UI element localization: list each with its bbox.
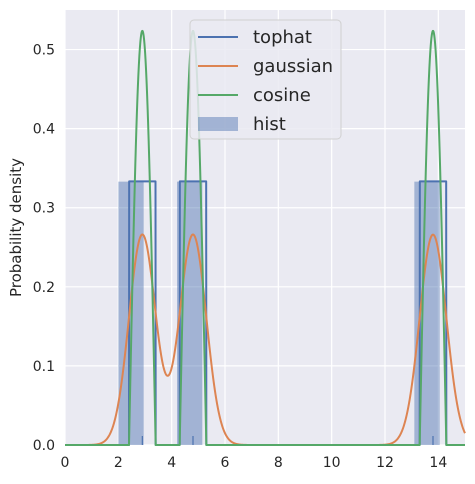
cosine-line (64, 29, 466, 446)
legend-swatch-hist (198, 117, 238, 131)
kde-lines (64, 29, 466, 446)
legend: tophat gaussian cosine hist (189, 19, 342, 140)
sample-rug (141, 436, 434, 445)
y-tick-label: 0.3 (33, 201, 55, 217)
histogram-bars (118, 181, 440, 446)
legend-label-gaussian: gaussian (253, 56, 333, 77)
x-tick-label: 2 (114, 455, 123, 471)
y-tick-label: 0.4 (33, 122, 55, 138)
x-tick-label: 8 (274, 455, 283, 471)
x-tick-label: 10 (323, 455, 341, 471)
y-tick-label: 0.5 (33, 43, 55, 59)
x-tick-label: 14 (429, 455, 447, 471)
x-tick-label: 12 (376, 455, 394, 471)
legend-label-hist: hist (253, 114, 286, 135)
x-tick-label: 0 (61, 455, 70, 471)
y-axis-label: Probability density (7, 158, 25, 297)
legend-label-cosine: cosine (253, 85, 311, 106)
x-axis-ticks: 0 2 4 6 8 10 12 14 (61, 455, 448, 471)
legend-box (189, 19, 342, 140)
hist-bar (414, 181, 440, 446)
y-tick-label: 0.0 (33, 438, 55, 454)
x-tick-label: 4 (167, 455, 176, 471)
y-tick-label: 0.1 (33, 359, 55, 375)
y-axis-ticks: 0.0 0.1 0.2 0.3 0.4 0.5 (33, 43, 55, 454)
x-tick-label: 6 (221, 455, 230, 471)
legend-label-tophat: tophat (253, 27, 312, 48)
y-tick-label: 0.2 (33, 280, 55, 296)
